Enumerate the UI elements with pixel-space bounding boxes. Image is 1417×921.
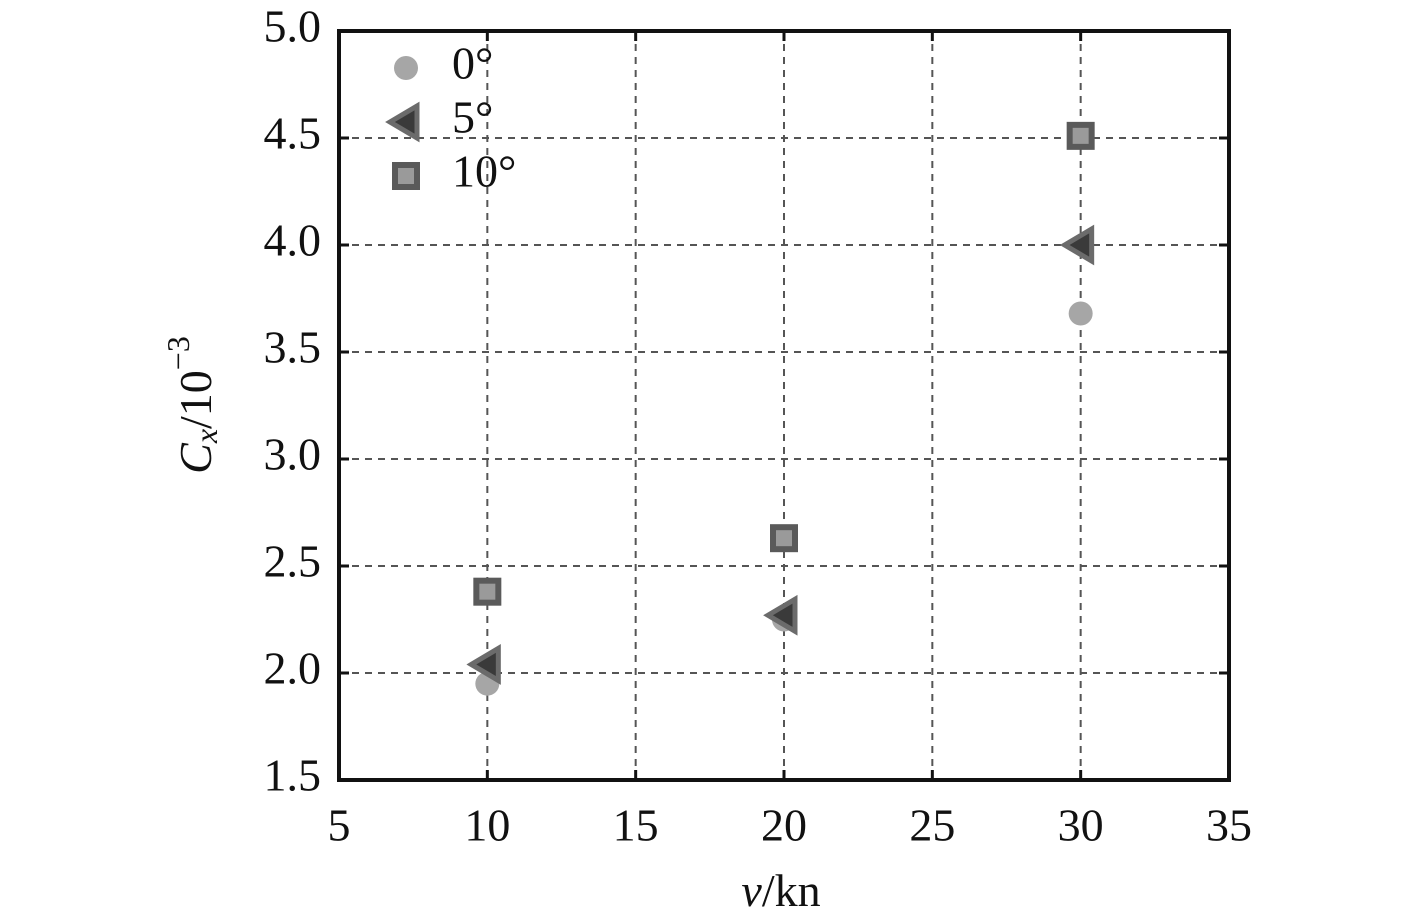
y-tick-label: 3.5 <box>264 322 322 373</box>
x-label-unit: /kn <box>762 865 821 916</box>
x-tick-label: 15 <box>613 800 659 851</box>
y-label-sup: −3 <box>160 336 196 370</box>
marker-shape <box>466 644 501 685</box>
y-tick-label: 2.5 <box>264 536 322 587</box>
marker-shape <box>770 524 798 553</box>
marker-shape <box>473 577 502 606</box>
y-tick-label: 3.0 <box>264 429 322 480</box>
x-tick-label: 10 <box>464 800 510 851</box>
y-tick-label: 4.5 <box>264 108 322 159</box>
marker-shape <box>1068 301 1093 326</box>
marker <box>1066 121 1095 150</box>
marker-shape <box>392 162 420 190</box>
marker-shape <box>1066 121 1095 150</box>
y-label-sub: x <box>188 429 224 444</box>
marker-shape <box>763 594 798 636</box>
x-tick-label: 5 <box>328 800 351 851</box>
marker <box>394 56 418 80</box>
y-axis-label: Cx/10−3 <box>160 336 224 474</box>
marker <box>473 577 502 606</box>
y-tick-label: 5.0 <box>264 1 322 52</box>
y-label-var: C <box>170 442 221 474</box>
marker-shape <box>1059 224 1095 266</box>
marker-shape <box>394 56 418 80</box>
legend-label: 0° <box>452 38 493 89</box>
x-tick-label: 30 <box>1058 800 1104 851</box>
y-tick-label: 2.0 <box>264 643 322 694</box>
marker <box>466 644 501 685</box>
y-tick-label: 4.0 <box>264 215 322 266</box>
marker-shape <box>385 101 420 143</box>
x-label-var: v <box>741 865 762 916</box>
plot-frame <box>337 29 1231 782</box>
legend-label: 5° <box>452 92 493 143</box>
marker <box>1068 301 1093 326</box>
x-tick-label: 20 <box>761 800 807 851</box>
x-tick-label: 25 <box>909 800 955 851</box>
x-axis-label: v/kn <box>741 865 820 916</box>
x-tick-label: 35 <box>1206 800 1252 851</box>
y-label-text: /10 <box>170 370 221 429</box>
legend-label: 10° <box>452 146 516 197</box>
marker <box>392 162 420 190</box>
marker <box>385 101 420 143</box>
marker <box>763 594 798 636</box>
y-tick-label: 1.5 <box>264 750 322 801</box>
marker <box>1059 224 1095 266</box>
marker <box>770 524 798 553</box>
